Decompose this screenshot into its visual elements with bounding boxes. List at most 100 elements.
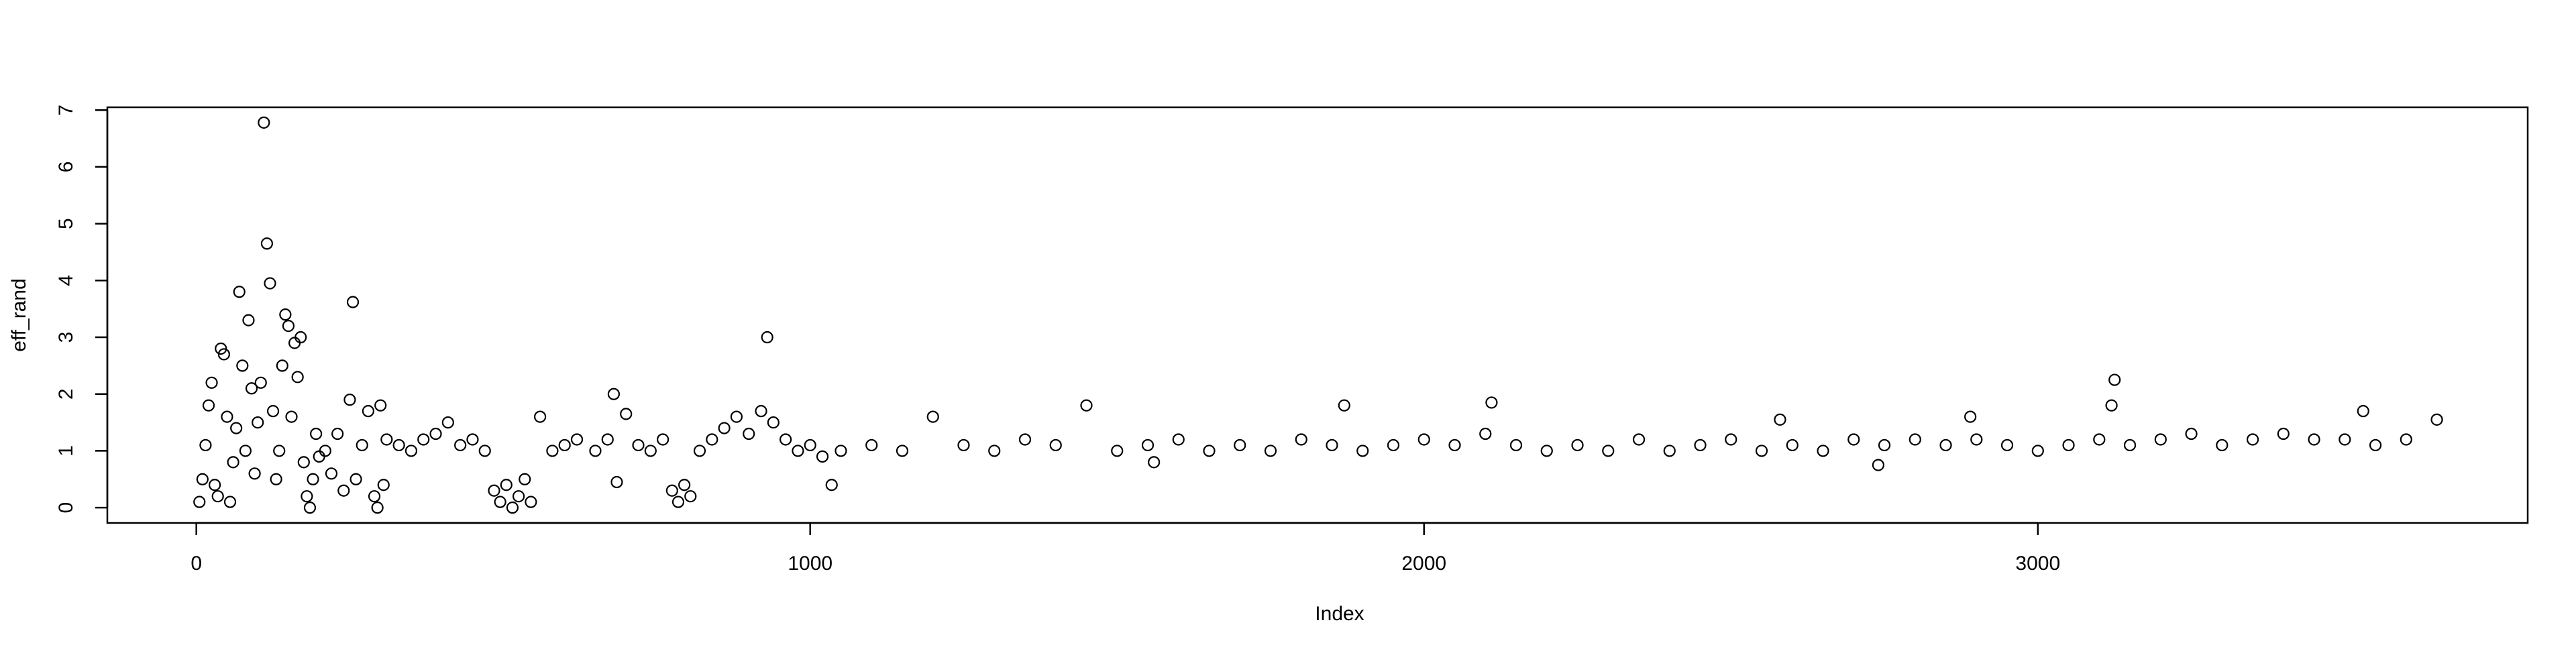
x-tick-label: 1000 bbox=[788, 552, 833, 575]
point bbox=[331, 427, 344, 440]
point bbox=[672, 495, 685, 508]
point bbox=[780, 433, 792, 446]
point bbox=[494, 495, 506, 508]
point bbox=[804, 438, 816, 452]
point bbox=[2185, 427, 2198, 440]
point bbox=[392, 438, 405, 452]
point bbox=[199, 438, 212, 452]
point bbox=[1872, 459, 1884, 471]
point bbox=[1080, 399, 1093, 412]
point bbox=[1725, 433, 1737, 446]
point bbox=[325, 467, 338, 480]
point bbox=[1203, 445, 1216, 457]
point bbox=[1049, 438, 1062, 452]
point bbox=[601, 433, 614, 446]
point bbox=[835, 445, 847, 457]
point bbox=[2216, 438, 2229, 452]
point bbox=[223, 495, 237, 508]
point bbox=[1264, 445, 1277, 457]
point bbox=[570, 433, 584, 446]
point bbox=[657, 433, 669, 446]
plot-box bbox=[106, 106, 2529, 524]
point bbox=[356, 438, 368, 452]
point bbox=[291, 371, 304, 384]
point bbox=[500, 479, 513, 491]
point bbox=[1663, 445, 1676, 457]
point bbox=[792, 445, 804, 457]
point bbox=[534, 410, 547, 423]
point bbox=[743, 427, 755, 440]
point bbox=[546, 445, 559, 457]
point bbox=[1939, 438, 1952, 452]
point bbox=[221, 410, 233, 423]
point bbox=[260, 237, 274, 250]
point bbox=[239, 445, 252, 457]
point bbox=[368, 490, 381, 503]
point bbox=[2430, 413, 2443, 426]
point bbox=[632, 438, 645, 452]
point bbox=[362, 405, 374, 418]
point bbox=[2357, 405, 2369, 418]
point bbox=[285, 410, 298, 423]
point bbox=[1817, 445, 1829, 457]
y-tick-label: 2 bbox=[55, 388, 77, 400]
y-tick-label: 1 bbox=[55, 445, 77, 457]
point bbox=[2031, 445, 2044, 457]
point bbox=[1448, 438, 1461, 452]
y-tick-label: 6 bbox=[55, 162, 77, 173]
point bbox=[279, 308, 292, 321]
point bbox=[620, 408, 633, 420]
point bbox=[454, 438, 467, 452]
point bbox=[266, 405, 280, 418]
point bbox=[377, 479, 390, 491]
point bbox=[678, 479, 691, 491]
point bbox=[1148, 456, 1161, 469]
x-tick-label: 3000 bbox=[2015, 552, 2060, 575]
point bbox=[227, 456, 239, 469]
y-tick-label: 7 bbox=[55, 105, 77, 116]
point bbox=[252, 416, 264, 429]
point bbox=[211, 490, 224, 503]
point bbox=[1878, 438, 1891, 452]
point bbox=[1786, 438, 1799, 452]
y-tick-label: 0 bbox=[55, 502, 77, 514]
point bbox=[346, 296, 360, 308]
point bbox=[441, 416, 454, 429]
point bbox=[245, 382, 258, 395]
point bbox=[230, 422, 243, 434]
point bbox=[205, 376, 218, 389]
point bbox=[1111, 445, 1124, 457]
point bbox=[288, 337, 301, 349]
point bbox=[761, 331, 773, 344]
point bbox=[1694, 438, 1707, 452]
point bbox=[2277, 427, 2290, 440]
point bbox=[1540, 445, 1553, 457]
point bbox=[988, 445, 1001, 457]
point bbox=[297, 456, 310, 469]
point bbox=[957, 438, 970, 452]
point bbox=[607, 388, 621, 400]
point bbox=[506, 502, 519, 514]
point bbox=[350, 473, 362, 485]
point bbox=[1295, 433, 1307, 446]
point bbox=[270, 473, 282, 485]
y-tick-label: 3 bbox=[55, 332, 77, 343]
point bbox=[1774, 413, 1786, 426]
point bbox=[242, 314, 255, 327]
point bbox=[525, 495, 537, 508]
point bbox=[896, 445, 909, 457]
point bbox=[307, 473, 319, 485]
point bbox=[610, 475, 623, 489]
point bbox=[254, 376, 267, 389]
point bbox=[865, 438, 878, 452]
point bbox=[1509, 438, 1523, 452]
point bbox=[217, 348, 230, 361]
point bbox=[2105, 399, 2118, 412]
point bbox=[282, 319, 295, 333]
point bbox=[478, 445, 491, 457]
point bbox=[1018, 433, 1032, 446]
point bbox=[2123, 438, 2137, 452]
point bbox=[1970, 433, 1983, 446]
point bbox=[2339, 433, 2351, 446]
